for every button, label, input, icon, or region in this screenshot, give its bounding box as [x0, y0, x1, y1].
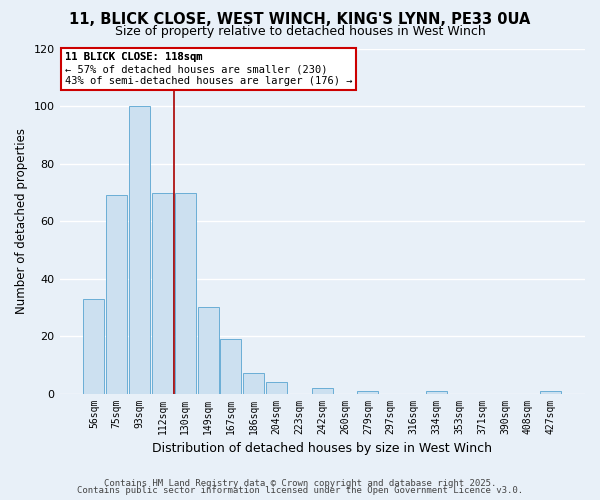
Bar	[243, 374, 264, 394]
Bar	[426, 390, 447, 394]
X-axis label: Distribution of detached houses by size in West Winch: Distribution of detached houses by size …	[152, 442, 492, 455]
Text: 11, BLICK CLOSE, WEST WINCH, KING'S LYNN, PE33 0UA: 11, BLICK CLOSE, WEST WINCH, KING'S LYNN…	[70, 12, 530, 28]
Bar	[152, 192, 173, 394]
Text: 11 BLICK CLOSE: 118sqm: 11 BLICK CLOSE: 118sqm	[65, 52, 202, 62]
Bar	[83, 299, 104, 394]
Text: Size of property relative to detached houses in West Winch: Size of property relative to detached ho…	[115, 25, 485, 38]
Text: Contains public sector information licensed under the Open Government Licence v3: Contains public sector information licen…	[77, 486, 523, 495]
Bar	[358, 390, 379, 394]
Bar	[197, 308, 218, 394]
Bar	[312, 388, 333, 394]
Bar	[129, 106, 150, 394]
Y-axis label: Number of detached properties: Number of detached properties	[15, 128, 28, 314]
Bar	[220, 339, 241, 394]
Text: Contains HM Land Registry data © Crown copyright and database right 2025.: Contains HM Land Registry data © Crown c…	[104, 478, 496, 488]
Bar	[106, 196, 127, 394]
Text: 11 BLICK CLOSE: 118sqm
← 57% of detached houses are smaller (230)
43% of semi-de: 11 BLICK CLOSE: 118sqm ← 57% of detached…	[65, 52, 352, 86]
Bar	[266, 382, 287, 394]
Bar	[540, 390, 561, 394]
Bar	[175, 192, 196, 394]
